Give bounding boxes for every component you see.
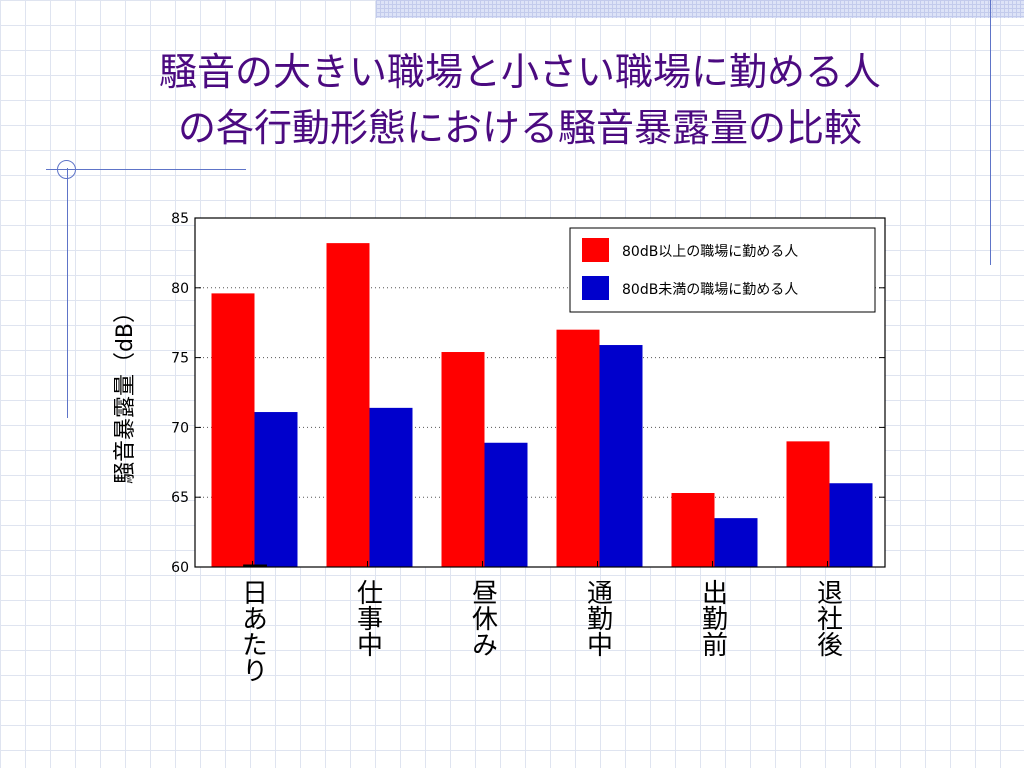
x-tick-label-5: 退社後 — [813, 579, 843, 657]
bar-4-series-1 — [714, 518, 758, 567]
y-tick-label-2: 70 — [171, 420, 189, 436]
bar-3-series-1 — [599, 345, 643, 567]
legend-swatch-0 — [582, 238, 609, 262]
bar-5-series-0 — [786, 441, 830, 567]
title-circle-ornament — [57, 160, 76, 179]
x-tick-label-1: 仕事中 — [353, 579, 383, 657]
x-tick-label-3: 通勤中 — [583, 579, 613, 657]
bar-2-series-0 — [441, 352, 485, 567]
legend-label-0: 80dB以上の職場に勤める人 — [622, 244, 798, 260]
y-tick-label-4: 80 — [171, 281, 189, 297]
title-underline-rule — [46, 169, 246, 170]
bar-5-series-1 — [829, 483, 873, 567]
bar-0-series-0 — [211, 293, 255, 567]
x-tick-label-4: 出勤前 — [698, 579, 728, 657]
bar-3-series-0 — [556, 329, 600, 567]
bar-1-series-0 — [326, 243, 370, 568]
top-decorative-band — [376, 0, 1024, 18]
x-tick-label-0: 一日あたり — [238, 553, 268, 683]
plot-frame — [194, 217, 886, 568]
bar-2-series-1 — [484, 442, 528, 567]
left-decorative-rule — [67, 168, 68, 418]
y-tick-label-5: 85 — [171, 211, 189, 227]
slide-title-line-2: の各行動形態における騒音暴露量の比較 — [177, 106, 862, 150]
x-tick-label-2: 昼休み — [468, 579, 498, 657]
bar-4-series-0 — [671, 493, 715, 567]
legend-label-1: 80dB未満の職場に勤める人 — [622, 282, 798, 298]
y-axis-label: 騒音暴露量（dB） — [113, 301, 138, 484]
y-tick-label-3: 75 — [171, 351, 189, 367]
slide-title-line-1: 騒音の大きい職場と小さい職場に勤める人 — [158, 50, 881, 94]
legend-swatch-1 — [582, 276, 609, 300]
y-tick-label-1: 65 — [171, 490, 189, 506]
right-decorative-rule — [990, 0, 991, 265]
legend-box — [569, 227, 876, 313]
bar-0-series-1 — [254, 412, 298, 567]
slide-title: 騒音の大きい職場と小さい職場に勤める人 の各行動形態における騒音暴露量の比較 — [50, 44, 990, 156]
y-tick-label-0: 60 — [171, 560, 189, 576]
bar-1-series-1 — [369, 407, 413, 567]
